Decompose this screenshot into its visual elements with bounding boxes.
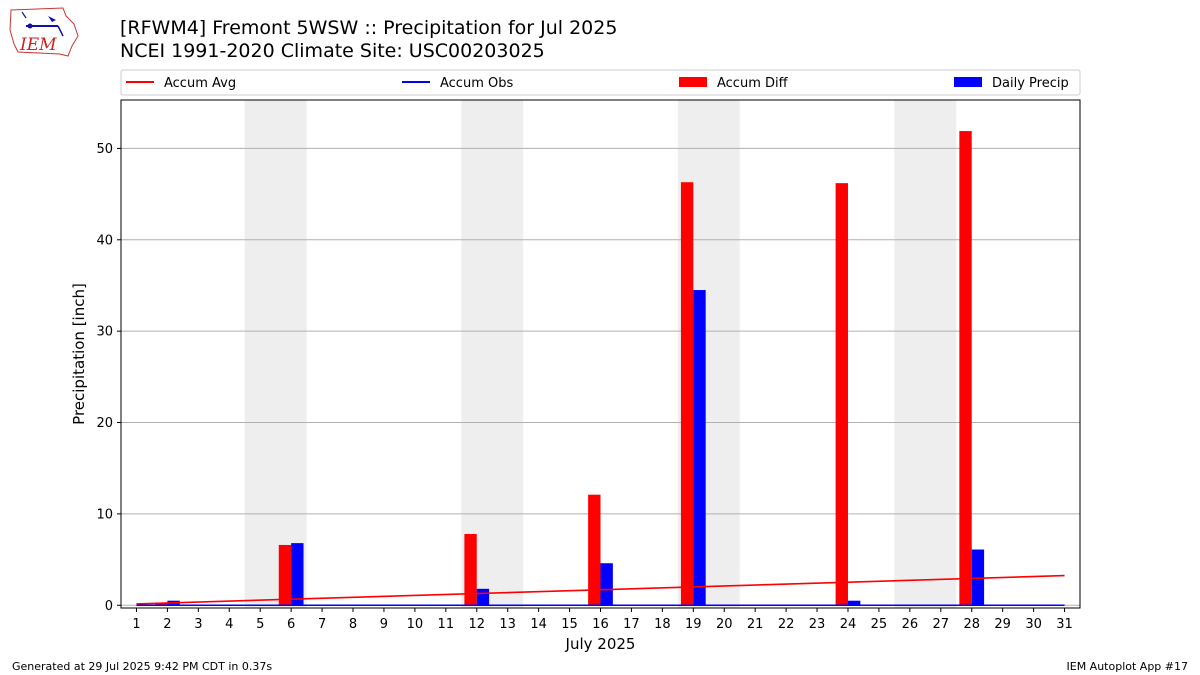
x-axis: 1 2 3 4 5 6 7 8 9 10 11 12 13 14 15 16 17 18 19 20 21 22 23 24 2… (132, 608, 1073, 632)
x-tick-label-19: 19 (685, 617, 702, 632)
x-tick-label-29: 29 (994, 617, 1011, 632)
daily-precip-bar-day-24 (847, 600, 861, 606)
legend-label-accum-obs: Accum Obs (440, 76, 513, 91)
legend: Accum Avg Accum Obs Accum Diff Daily Precip (120, 69, 1081, 96)
x-tick-label-31: 31 (1056, 617, 1073, 632)
lines (136, 574, 1065, 607)
x-tick-label-17: 17 (623, 617, 640, 632)
x-tick-label-4: 4 (225, 617, 233, 632)
x-tick-label-15: 15 (561, 617, 578, 632)
shade-band-1 (244, 100, 307, 608)
x-tick-label-9: 9 (380, 617, 388, 632)
iem-logo: IEM (9, 7, 79, 57)
x-tick-label-8: 8 (349, 617, 357, 632)
app-note: IEM Autoplot App #17 (1066, 660, 1189, 673)
y-tick-label-30: 30 (96, 325, 113, 340)
daily-precip-bar-day-19 (693, 290, 706, 606)
y-tick-label-40: 40 (96, 233, 113, 248)
y-tick-label-10: 10 (96, 507, 113, 522)
legend-swatch-accum-diff (679, 77, 707, 87)
chart-title: [RFWM4] Fremont 5WSW :: Precipitation fo… (120, 17, 618, 39)
y-tick-label-0: 0 (105, 599, 113, 614)
accum-diff-bar-day-2 (155, 603, 168, 606)
y-axis: 0 10 20 30 40 50 (96, 142, 121, 614)
accum-diff-bar-day-12 (464, 533, 477, 606)
legend-box (120, 69, 1081, 96)
daily-precip-bar-day-28 (971, 549, 985, 606)
y-tick-label-50: 50 (96, 142, 113, 157)
accum-diff-bar-day-6 (278, 544, 292, 606)
x-tick-label-25: 25 (871, 617, 888, 632)
x-tick-label-6: 6 (287, 617, 295, 632)
x-tick-label-20: 20 (716, 617, 733, 632)
accum-avg-line (136, 574, 1065, 605)
x-tick-label-28: 28 (963, 617, 980, 632)
generated-note: Generated at 29 Jul 2025 9:42 PM CDT in … (12, 660, 273, 673)
shade-band-2 (461, 100, 524, 608)
x-tick-label-27: 27 (933, 617, 950, 632)
x-tick-label-10: 10 (407, 617, 424, 632)
accum-diff-bar-day-24 (835, 183, 848, 606)
x-axis-label: July 2025 (565, 635, 636, 653)
daily-precip-bar-day-16 (600, 563, 613, 606)
x-tick-label-16: 16 (592, 617, 609, 632)
chart-subtitle: NCEI 1991-2020 Climate Site: USC00203025 (120, 40, 545, 62)
daily-precip-bar-day-12 (476, 588, 490, 606)
x-tick-label-3: 3 (194, 617, 202, 632)
x-tick-label-12: 12 (468, 617, 485, 632)
x-tick-label-13: 13 (499, 617, 516, 632)
x-tick-label-5: 5 (256, 617, 264, 632)
x-tick-label-1: 1 (132, 617, 140, 632)
x-tick-label-18: 18 (654, 617, 671, 632)
x-tick-label-23: 23 (809, 617, 826, 632)
shade-band-4 (894, 100, 957, 608)
x-tick-label-30: 30 (1025, 617, 1042, 632)
accum-diff-bar-day-28 (959, 131, 972, 606)
x-tick-label-21: 21 (747, 617, 764, 632)
x-tick-label-24: 24 (840, 617, 857, 632)
y-axis-label: Precipitation [inch] (70, 283, 88, 425)
x-tick-label-2: 2 (163, 617, 171, 632)
x-tick-label-26: 26 (902, 617, 919, 632)
y-tick-label-20: 20 (96, 416, 113, 431)
bars (155, 131, 985, 606)
legend-label-accum-avg: Accum Avg (164, 76, 236, 91)
x-tick-label-11: 11 (438, 617, 455, 632)
legend-label-daily-precip: Daily Precip (992, 76, 1069, 91)
daily-precip-bar-day-6 (291, 543, 304, 606)
x-tick-label-7: 7 (318, 617, 326, 632)
legend-swatch-daily-precip (954, 77, 982, 87)
legend-label-accum-diff: Accum Diff (717, 76, 789, 91)
logo-text: IEM (19, 35, 57, 55)
accum-diff-bar-day-16 (588, 494, 601, 606)
accum-diff-bar-day-19 (680, 182, 694, 606)
x-tick-label-22: 22 (778, 617, 795, 632)
x-tick-label-14: 14 (530, 617, 547, 632)
